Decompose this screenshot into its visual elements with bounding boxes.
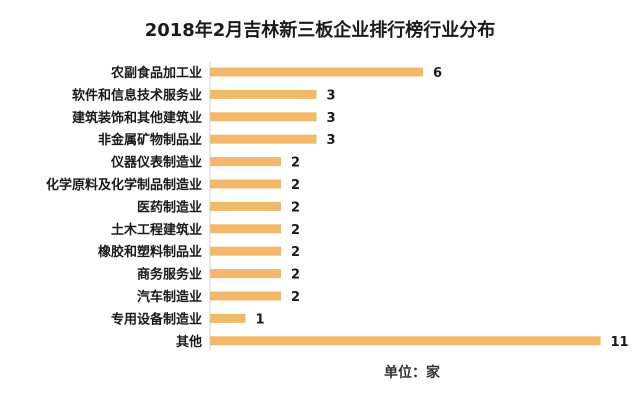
bar	[210, 246, 281, 256]
bar	[210, 134, 317, 144]
bar	[210, 291, 281, 301]
data-label: 11	[611, 335, 629, 350]
category-label: 仪器仪表制造业	[110, 155, 202, 171]
category-label: 橡胶和塑料制品业	[98, 244, 202, 260]
category-label: 化学原料及化学制品制造业	[46, 177, 202, 193]
category-label: 汽车制造业	[137, 289, 202, 305]
bar	[210, 179, 281, 189]
bar	[210, 157, 281, 167]
bar	[210, 67, 423, 77]
category-label: 软件和信息技术服务业	[72, 87, 202, 103]
category-label: 建筑装饰和其他建筑业	[72, 110, 202, 126]
category-label: 非金属矿物制品业	[98, 132, 202, 148]
category-label: 其他	[176, 334, 202, 350]
category-label: 专用设备制造业	[111, 311, 202, 327]
category-label: 商务服务业	[137, 267, 202, 283]
bar	[210, 224, 281, 234]
category-label: 医药制造业	[137, 199, 202, 215]
chart-title: 2018年2月吉林新三板企业排行榜行业分布	[144, 20, 496, 41]
bar	[210, 112, 317, 122]
data-label: 2	[291, 156, 300, 171]
data-label: 2	[291, 290, 300, 305]
bar	[210, 336, 601, 346]
data-label: 3	[327, 88, 336, 103]
data-label: 3	[327, 133, 336, 148]
data-label: 2	[291, 200, 300, 215]
data-label: 6	[433, 66, 442, 81]
data-label: 3	[327, 111, 336, 126]
data-label: 2	[291, 245, 300, 260]
bar	[210, 313, 246, 323]
bar	[210, 269, 281, 279]
unit-label: 单位：家	[384, 365, 440, 381]
category-label: 农副食品加工业	[110, 65, 202, 81]
data-label: 2	[291, 268, 300, 283]
bar	[210, 201, 281, 211]
data-label: 2	[291, 178, 300, 193]
data-label: 1	[256, 312, 265, 327]
category-label: 土木工程建筑业	[111, 222, 202, 238]
data-label: 2	[291, 223, 300, 238]
bar	[210, 89, 317, 99]
